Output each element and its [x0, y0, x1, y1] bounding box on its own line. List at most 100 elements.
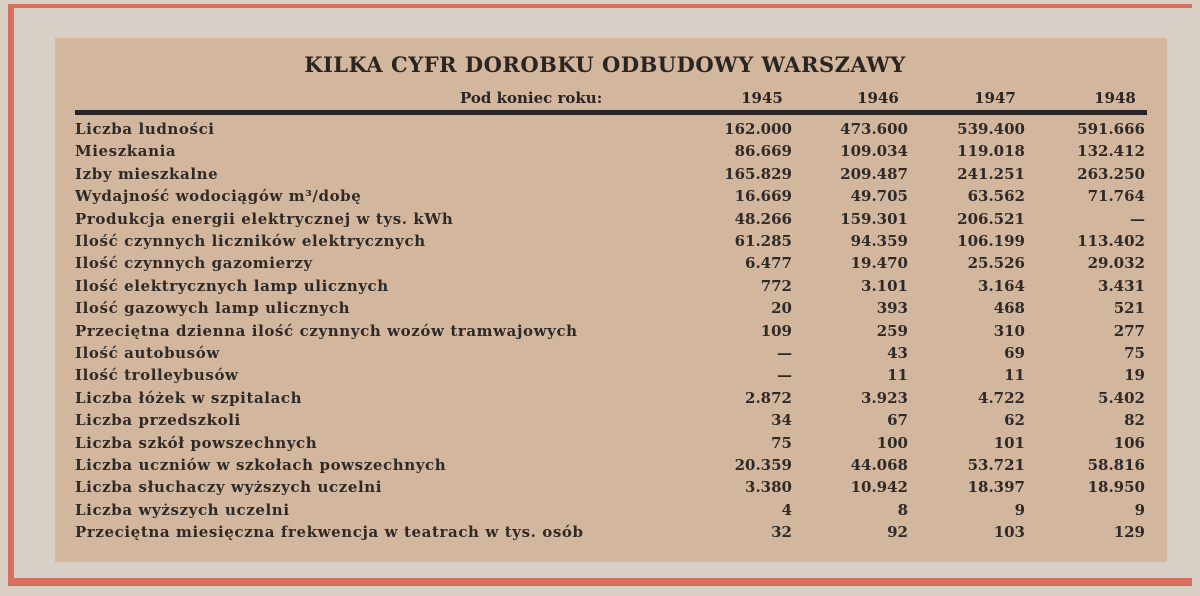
- cell-1947: 101: [993, 433, 1025, 452]
- row-label: Liczba słuchaczy wyższych uczelni: [75, 478, 383, 497]
- cell-1947: 119.018: [957, 142, 1025, 161]
- cell-1946: 109.034: [840, 142, 908, 161]
- cell-1945: —: [777, 366, 792, 385]
- cell-1946: 100: [876, 433, 908, 452]
- row-label: Wydajność wodociągów m³/dobę: [75, 187, 362, 206]
- cell-1946: 393: [876, 299, 908, 318]
- table-row: Ilość gazowych lamp ulicznych 20 393 468 521: [75, 299, 1147, 321]
- cell-1947: 9: [1014, 500, 1025, 519]
- cell-1945: 75: [771, 433, 792, 452]
- cell-1947: 3.164: [978, 276, 1025, 295]
- row-label: Ilość gazowych lamp ulicznych: [75, 299, 351, 318]
- cell-1946: 209.487: [840, 164, 908, 183]
- cell-1945: —: [777, 344, 792, 362]
- table-title: KILKA CYFR DOROBKU ODBUDOWY WARSZAWY: [304, 52, 906, 77]
- table-row: Ilość elektrycznych lamp ulicznych 772 3.1…: [75, 277, 1147, 299]
- cell-1947: 18.397: [967, 478, 1025, 497]
- cell-1947: 206.521: [957, 209, 1025, 228]
- row-label: Liczba szkół powszechnych: [75, 433, 318, 452]
- row-label: Liczba uczniów w szkołach powszechnych: [75, 456, 447, 474]
- cell-1945: 162.000: [724, 120, 792, 138]
- cell-1948: 113.402: [1077, 232, 1145, 250]
- table-row: Liczba uczniów w szkołach powszechnych 20…: [75, 456, 1147, 478]
- row-label: Izby mieszkalne: [75, 164, 219, 183]
- cell-1948: 521: [1113, 299, 1145, 318]
- cell-1948: 106: [1113, 433, 1145, 452]
- cell-1947: 53.721: [967, 456, 1025, 474]
- cell-1948: 277: [1113, 321, 1145, 340]
- cell-1946: 259: [876, 321, 908, 340]
- cell-1946: 19.470: [850, 254, 908, 273]
- year-header: 1945: [741, 89, 783, 107]
- cell-1947: 241.251: [957, 164, 1025, 183]
- table-row: Ilość czynnych gazomierzy 6.477 19.470 25.5…: [75, 254, 1147, 276]
- cell-1945: 4: [781, 500, 792, 519]
- header-rule: [75, 110, 1147, 115]
- cell-1946: 3.923: [861, 388, 908, 407]
- table-row: Liczba ludności 162.000 473.600 539.400 591.…: [75, 120, 1147, 142]
- table-row: Ilość autobusów — 43 69 75: [75, 344, 1147, 366]
- row-label: Ilość elektrycznych lamp ulicznych: [75, 276, 389, 295]
- cell-1947: 468: [993, 299, 1025, 318]
- row-label: Ilość trolleybusów: [75, 366, 239, 385]
- cell-1945: 61.285: [734, 232, 792, 250]
- cell-1948: 5.402: [1098, 388, 1145, 407]
- cell-1947: 4.722: [978, 388, 1025, 407]
- cell-1946: 94.359: [850, 232, 908, 250]
- cell-1948: 19: [1124, 366, 1145, 385]
- row-label: Ilość autobusów: [75, 344, 220, 362]
- cell-1946: 44.068: [850, 456, 908, 474]
- cell-1947: 539.400: [957, 120, 1025, 138]
- cell-1945: 165.829: [724, 164, 792, 183]
- table-row: Mieszkania 86.669 109.034 119.018 132.412: [75, 142, 1147, 164]
- table-row: Liczba szkół powszechnych 75 100 101 106: [75, 434, 1147, 456]
- row-label: Przeciętna dzienna ilość czynnych wozów …: [75, 321, 578, 340]
- table-row: Przeciętna miesięczna frekwencja w teatr…: [75, 523, 1147, 545]
- cell-1948: 18.950: [1087, 478, 1145, 497]
- cell-1945: 20: [771, 299, 792, 318]
- cell-1947: 103: [993, 523, 1025, 542]
- year-header: 1947: [974, 89, 1016, 107]
- table-row: Liczba wyższych uczelni 4 8 9 9: [75, 501, 1147, 523]
- cell-1946: 3.101: [861, 276, 908, 295]
- cell-1948: 591.666: [1077, 120, 1145, 138]
- cell-1947: 106.199: [957, 232, 1025, 250]
- cell-1946: 473.600: [840, 120, 908, 138]
- cell-1946: 49.705: [850, 187, 908, 206]
- cell-1948: 132.412: [1077, 142, 1145, 161]
- row-label: Ilość czynnych liczników elektrycznych: [75, 232, 426, 250]
- table-row: Izby mieszkalne 165.829 209.487 241.251 263.…: [75, 165, 1147, 187]
- cell-1946: 10.942: [850, 478, 908, 497]
- cell-1948: 9: [1134, 500, 1145, 519]
- cell-1945: 2.872: [745, 388, 792, 407]
- table-row: Wydajność wodociągów m³/dobę 16.669 49.705…: [75, 187, 1147, 209]
- row-label: Liczba łóżek w szpitalach: [75, 388, 303, 407]
- header-label: Pod koniec roku:: [460, 89, 603, 107]
- cell-1947: 310: [993, 321, 1025, 340]
- cell-1947: 69: [1004, 344, 1025, 362]
- cell-1948: —: [1130, 209, 1145, 228]
- cell-1945: 48.266: [734, 209, 792, 228]
- cell-1947: 25.526: [967, 254, 1025, 273]
- cell-1948: 3.431: [1098, 276, 1145, 295]
- cell-1948: 263.250: [1077, 164, 1145, 183]
- table-row: Ilość trolleybusów — 11 11 19: [75, 366, 1147, 388]
- cell-1945: 16.669: [734, 187, 792, 206]
- cell-1945: 109: [760, 321, 792, 340]
- cell-1947: 11: [1004, 366, 1025, 385]
- year-header: 1948: [1094, 89, 1136, 107]
- table-row: Przeciętna dzienna ilość czynnych wozów …: [75, 322, 1147, 344]
- cell-1948: 129: [1113, 523, 1145, 542]
- cell-1945: 34: [771, 411, 792, 430]
- cell-1948: 75: [1124, 344, 1145, 362]
- cell-1946: 11: [887, 366, 908, 385]
- row-label: Ilość czynnych gazomierzy: [75, 254, 313, 273]
- cell-1946: 67: [887, 411, 908, 430]
- cell-1946: 43: [887, 344, 908, 362]
- cell-1948: 82: [1124, 411, 1145, 430]
- cell-1945: 32: [771, 523, 792, 542]
- table-row: Ilość czynnych liczników elektrycznych 61…: [75, 232, 1147, 254]
- row-label: Przeciętna miesięczna frekwencja w teatr…: [75, 523, 584, 542]
- cell-1946: 8: [897, 500, 908, 519]
- row-label: Liczba wyższych uczelni: [75, 500, 290, 519]
